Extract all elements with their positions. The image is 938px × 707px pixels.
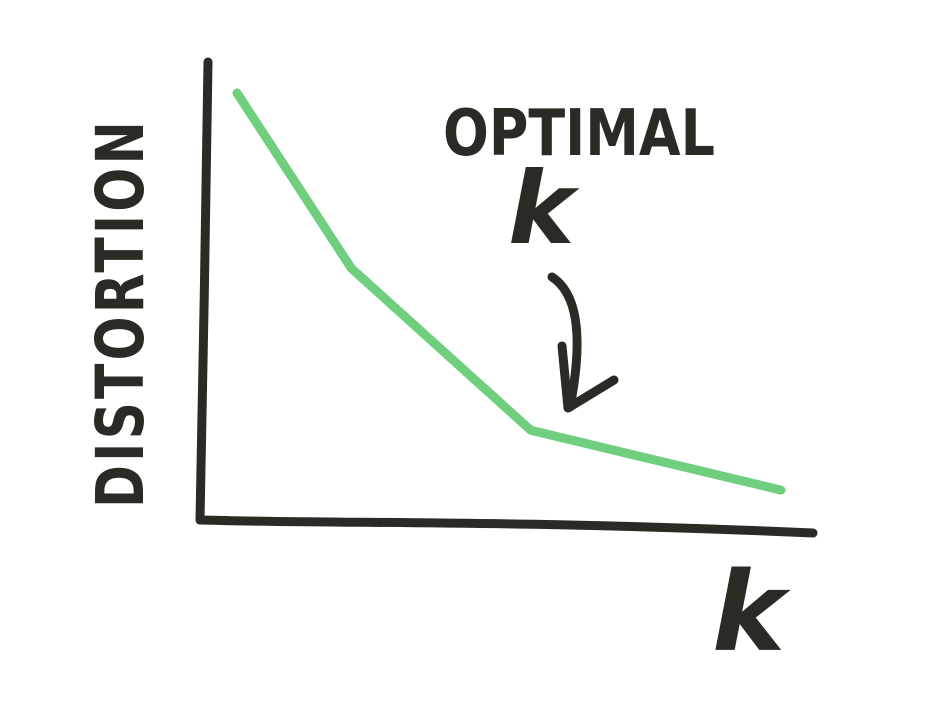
- series-line: [232, 88, 786, 495]
- y-axis-label: DISTORTION: [82, 118, 159, 508]
- annotation-k-label: k: [508, 150, 580, 267]
- annotation-arrow-head: [557, 341, 619, 413]
- annotation-optimal-label: OPTIMAL: [443, 97, 715, 171]
- x-axis: [195, 515, 818, 538]
- x-axis-label: k: [712, 548, 791, 676]
- y-axis: [195, 57, 213, 525]
- annotation-arrow: [547, 272, 582, 412]
